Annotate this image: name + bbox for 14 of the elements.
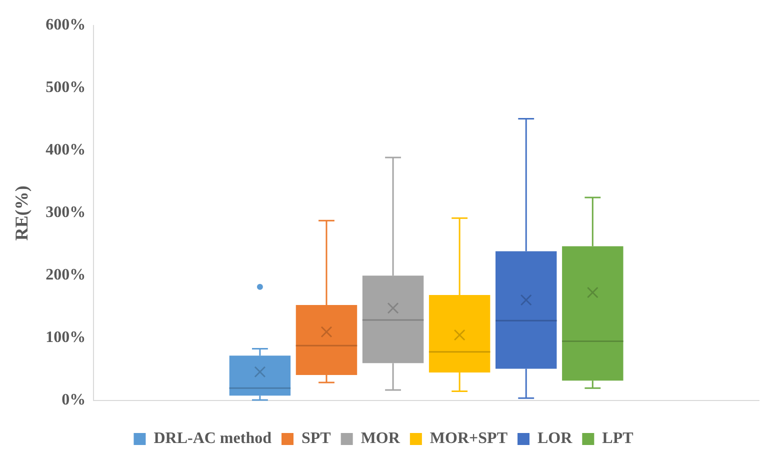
y-tick-label: 600%: [46, 16, 86, 34]
legend-label: MOR+SPT: [430, 430, 508, 448]
y-axis-title: RE(%): [11, 186, 32, 241]
legend-label: LOR: [537, 430, 573, 448]
legend-label: DRL-AC method: [154, 430, 272, 448]
y-tick-label: 300%: [46, 204, 86, 222]
y-tick-label: 500%: [46, 79, 86, 96]
legend-label: MOR: [360, 430, 400, 448]
y-tick-label: 0%: [62, 392, 86, 409]
y-tick-label: 200%: [46, 266, 86, 284]
y-tick-label: 400%: [46, 142, 86, 159]
legend-label: LPT: [602, 430, 634, 448]
y-tick-label: 100%: [46, 329, 86, 346]
legend-label: SPT: [301, 430, 332, 448]
